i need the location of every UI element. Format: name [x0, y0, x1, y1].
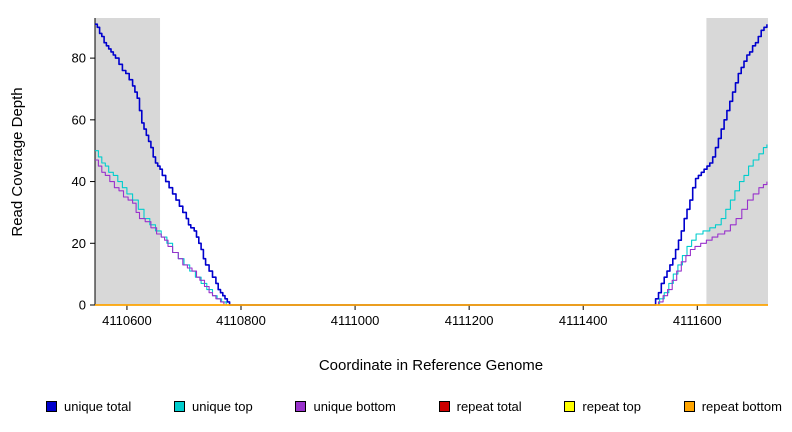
series-line-unique-top: [95, 144, 768, 306]
legend-label: unique total: [64, 399, 132, 414]
y-tick-label: 80: [72, 51, 86, 66]
y-tick-label: 0: [79, 298, 86, 313]
x-tick-label: 4111200: [445, 313, 494, 328]
legend-label: repeat bottom: [701, 399, 782, 414]
x-tick-label: 4110600: [102, 313, 152, 328]
legend-label: repeat top: [582, 399, 641, 414]
legend-label: repeat total: [456, 399, 522, 414]
series-line-unique-bottom: [95, 159, 768, 306]
legend-item: unique bottom: [295, 399, 396, 414]
legend-swatch: [173, 401, 185, 412]
legend-item: repeat top: [564, 399, 641, 414]
legend-item: unique top: [173, 399, 253, 414]
x-tick-label: 4110800: [216, 313, 266, 328]
x-tick-label: 4111000: [331, 313, 380, 328]
legend-label: unique bottom: [313, 399, 396, 414]
coverage-chart: Coordinate in Reference Genome Read Cove…: [9, 18, 768, 374]
legend-item: repeat total: [438, 399, 522, 414]
legend-item: unique total: [46, 399, 131, 414]
shaded-region: [706, 18, 768, 305]
y-tick-label: 60: [72, 112, 86, 127]
series-line-unique-total: [95, 23, 768, 306]
x-tick-label: 4111400: [559, 313, 608, 328]
y-axis-label: Read Coverage Depth: [9, 87, 26, 236]
legend-swatch: [295, 401, 307, 412]
legend-swatch: [438, 401, 450, 412]
x-axis-label: Coordinate in Reference Genome: [319, 357, 543, 374]
y-tick-label: 20: [72, 236, 86, 251]
legend-item: repeat bottom: [683, 399, 782, 414]
shaded-region: [95, 18, 161, 305]
legend: unique total unique top unique bottom repea…: [46, 399, 782, 414]
legend-swatch: [683, 401, 695, 412]
x-tick-label: 4111600: [673, 313, 722, 328]
legend-swatch: [564, 401, 576, 412]
legend-swatch: [46, 401, 57, 412]
y-tick-label: 40: [72, 174, 86, 189]
legend-label: unique top: [191, 399, 253, 414]
